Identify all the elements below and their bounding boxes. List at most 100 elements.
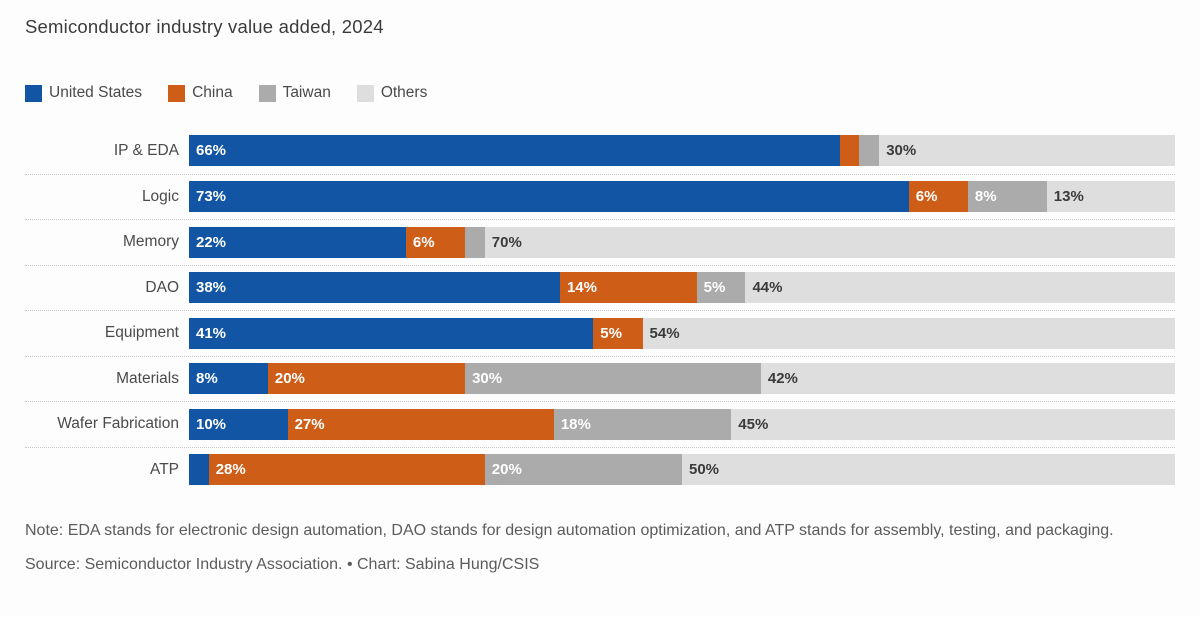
segment-value-label: 5% [600,324,622,342]
bar-segment-united-states: 41% [189,317,594,349]
category-label: Memory [123,233,179,251]
bar-segment-united-states: 8% [189,363,268,395]
source-text: Source: Semiconductor Industry Associati… [25,555,540,573]
bar-segment-china [839,135,860,167]
category-label: Equipment [104,324,179,342]
category-label: ATP [150,460,179,478]
segment-value-label: 28% [215,461,246,479]
legend: United States China Taiwan Others [25,84,1175,102]
bar-segment-united-states: 73% [189,181,909,213]
bar-segment-china: 5% [593,317,643,349]
bar-segment-taiwan: 30% [465,363,761,395]
segment-value-label: 22% [196,233,227,251]
segment-value-label: 20% [274,370,305,388]
segment-value-label: 6% [412,233,435,251]
stacked-bar: 28% 20% 50% [189,454,1175,486]
chart-row-equipment: Equipment 41% 5% 54% [25,310,1175,356]
category-label: Wafer Fabrication [57,415,179,433]
segment-value-label: 50% [688,461,720,479]
stacked-bar: 66% 30% [189,135,1175,167]
chart-row-wafer-fabrication: Wafer Fabrication 10% 27% 18% 45% [25,401,1175,447]
segment-value-label: 41% [196,324,227,342]
segment-value-label: 14% [566,279,597,297]
legend-item-china: China [168,84,233,102]
category-label: DAO [145,278,179,296]
bar-segment-united-states: 38% [189,272,560,304]
legend-label: China [192,84,233,101]
bar-segment-united-states: 10% [189,408,288,440]
bar-segment-others: 42% [760,363,1175,395]
chart-row-dao: DAO 38% 14% 5% 44% [25,264,1175,311]
stacked-bar: 10% 27% 18% 45% [189,408,1175,440]
segment-value-label: 66% [196,142,227,160]
legend-item-taiwan: Taiwan [258,84,331,102]
segment-value-label: 30% [472,370,503,388]
bar-segment-others: 30% [879,135,1175,167]
bar-segment-others: 70% [484,226,1175,258]
chart-row-atp: ATP 28% 20% 50% [25,446,1175,493]
bar-segment-taiwan: 8% [967,181,1047,213]
segment-value-label: 8% [196,370,218,388]
bar-segment-china: 27% [287,408,554,440]
segment-value-label: 38% [196,279,227,297]
segment-value-label: 10% [196,415,227,433]
bar-segment-china: 28% [208,454,485,486]
legend-label: Others [380,84,428,101]
chart-row-ip-eda: IP & EDA 66% 30% [25,128,1175,174]
legend-swatch-others [356,84,374,102]
segment-value-label: 73% [196,188,227,206]
category-label: Logic [141,187,179,205]
legend-label: Taiwan [282,84,331,101]
segment-value-label: 27% [294,415,325,433]
stacked-bar: 22% 6% 70% [189,226,1175,258]
bar-segment-others: 50% [681,454,1175,486]
chart-title: Semiconductor industry value added, 2024 [25,16,384,37]
segment-value-label: 45% [738,415,769,433]
chart-row-logic: Logic 73% 6% 8% 13% [25,173,1175,220]
bar-segment-china: 14% [559,272,697,304]
segment-value-label: 13% [1053,188,1084,206]
segment-value-label: 20% [491,461,522,479]
bar-segment-taiwan: 5% [696,272,746,304]
category-label: IP & EDA [113,141,179,159]
legend-item-united-states: United States [25,84,142,102]
bar-segment-taiwan [465,226,485,258]
bar-segment-others: 13% [1046,181,1175,213]
legend-swatch-taiwan [258,84,276,102]
bar-segment-others: 54% [642,317,1175,349]
segment-value-label: 42% [767,370,798,388]
segment-value-label: 18% [560,415,591,433]
chart-row-memory: Memory 22% 6% 70% [25,219,1175,265]
stacked-bar: 73% 6% 8% 13% [189,181,1175,213]
legend-item-others: Others [356,84,428,102]
category-label: Materials [116,369,179,387]
bar-segment-china: 20% [267,363,466,395]
legend-label: United States [49,84,143,101]
legend-swatch-china [168,84,186,102]
bar-segment-others: 44% [745,272,1175,304]
bar-segment-united-states [189,454,209,486]
stacked-bar: 38% 14% 5% 44% [189,272,1175,304]
bar-segment-china: 6% [405,226,466,258]
segment-value-label: 5% [703,279,726,297]
segment-value-label: 6% [915,188,938,206]
note-text: Note: EDA stands for electronic design a… [25,522,1114,539]
segment-value-label: 8% [974,188,997,206]
segment-value-label: 44% [752,279,783,297]
segment-value-label: 30% [886,142,917,160]
stacked-bar: 41% 5% 54% [189,317,1175,349]
chart-row-materials: Materials 8% 20% 30% 42% [25,355,1175,402]
bar-segment-united-states: 66% [189,135,840,167]
bar-segment-others: 45% [731,408,1175,440]
bar-segment-united-states: 22% [189,226,406,258]
bar-segment-china: 6% [908,181,968,213]
segment-value-label: 54% [649,324,680,342]
bar-chart: IP & EDA 66% 30% Logic 73% 6% 8% 13% Memory 22% 6%… [25,128,1175,492]
segment-value-label: 70% [491,233,522,251]
bar-segment-taiwan [859,135,880,167]
bar-segment-taiwan: 18% [553,408,732,440]
stacked-bar: 8% 20% 30% 42% [189,363,1175,395]
bar-segment-taiwan: 20% [484,454,682,486]
legend-swatch-united-states [25,84,42,102]
